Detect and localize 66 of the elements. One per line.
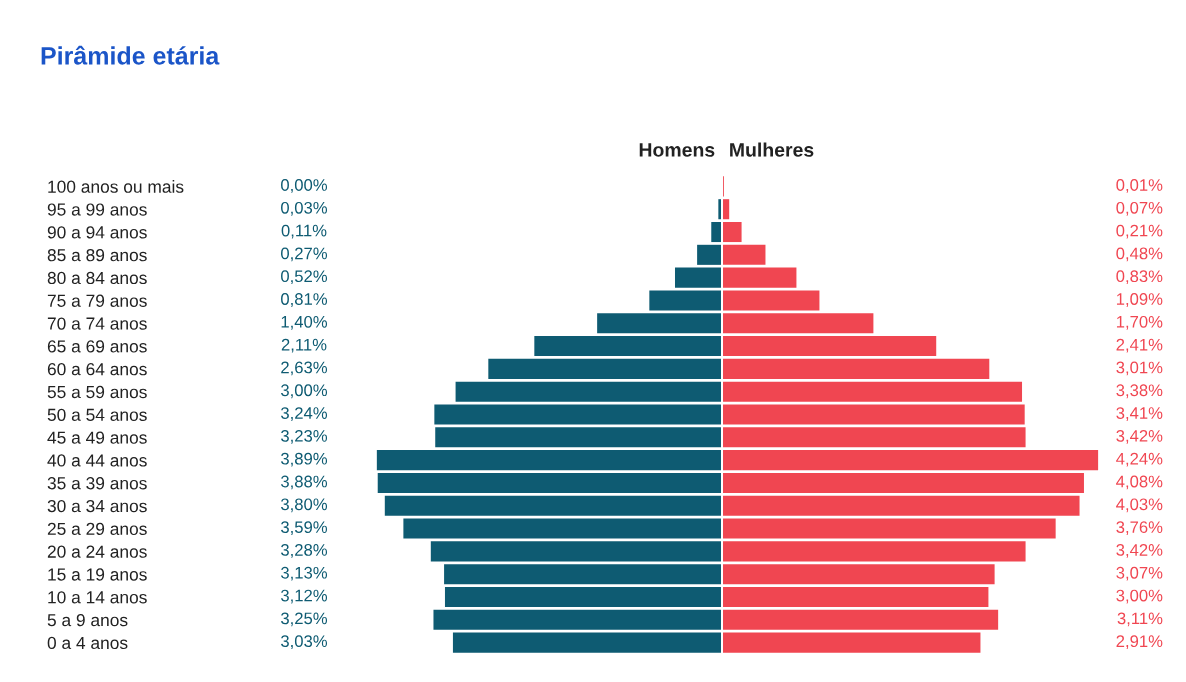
data-label: 3,42% (1116, 429, 1163, 444)
y-tick-label: 30 a 34 anos (47, 499, 147, 513)
data-label: 3,07% (1116, 566, 1163, 581)
y-tick-label: 40 a 44 anos (47, 454, 147, 467)
data-label: 0,07% (1116, 201, 1163, 216)
data-label: 0,81% (281, 293, 328, 307)
data-label: 3,03% (281, 635, 328, 650)
data-label: 1,09% (1116, 293, 1163, 307)
data-label: 2,11% (281, 338, 327, 353)
data-label: 3,11% (1117, 612, 1163, 627)
y-tick-label: 75 a 79 anos (47, 294, 147, 307)
y-tick-label: 10 a 14 anos (48, 591, 147, 604)
text: Homens (639, 143, 715, 157)
data-label: 0,11% (281, 224, 327, 239)
data-label: 4,24% (1116, 452, 1163, 467)
data-label: 0,48% (1116, 247, 1163, 262)
data-label: 3,76% (1116, 521, 1163, 535)
y-tick-label: 95 a 99 anos (47, 203, 147, 216)
data-label: 3,00% (281, 384, 328, 399)
series-label: Mulheres (730, 142, 814, 157)
data-label: 3,42% (1116, 544, 1163, 558)
y-tick-label: 50 a 54 anos (47, 408, 147, 421)
data-label: 2,63% (281, 361, 328, 376)
data-label: 3,12% (281, 589, 328, 604)
y-tick-label: 100 anos ou mais (48, 180, 184, 193)
data-label: 0,27% (281, 247, 328, 262)
data-label: 0,00% (281, 179, 328, 193)
data-label: 4,08% (1116, 475, 1163, 490)
y-tick-label: 80 a 84 anos (47, 271, 147, 285)
data-label: 0,01% (1116, 179, 1163, 193)
data-label: 3,13% (281, 566, 328, 581)
y-tick-label: 85 a 89 anos (47, 249, 147, 262)
data-label: 3,38% (1116, 384, 1163, 399)
data-label: 3,28% (281, 544, 328, 558)
data-label: 3,41% (1116, 407, 1163, 421)
data-label: 3,00% (1116, 589, 1163, 604)
data-label: 3,25% (281, 612, 328, 627)
data-label: 3,88% (281, 475, 328, 490)
data-label: 1,40% (281, 315, 328, 330)
data-label: 3,01% (1116, 361, 1163, 376)
data-label: 0,03% (281, 201, 328, 216)
data-label: 4,03% (1116, 498, 1163, 513)
data-label: 1,70% (1116, 315, 1163, 330)
data-label: 2,91% (1116, 635, 1163, 650)
y-tick-label: 5 a 9 anos (47, 613, 128, 627)
data-label: 0,21% (1116, 224, 1163, 239)
y-tick-label: 65 a 69 anos (47, 340, 147, 353)
y-tick-label: 90 a 94 anos (47, 226, 147, 239)
y-tick-label: 45 a 49 anos (47, 431, 147, 444)
data-label: 3,80% (281, 498, 328, 513)
y-tick-label: 70 a 74 anos (47, 317, 147, 330)
data-label: 3,24% (281, 407, 328, 421)
data-label: 0,83% (1116, 270, 1163, 285)
data-label: 3,23% (281, 429, 328, 444)
text: Pirâmide etária (41, 45, 220, 65)
data-label: 2,41% (1116, 338, 1163, 353)
data-label: 0,52% (281, 270, 328, 285)
data-label: 3,59% (281, 521, 328, 535)
y-tick-label: 55 a 59 anos (47, 385, 147, 399)
y-tick-label: 25 a 29 anos (47, 522, 147, 536)
y-tick-label: 60 a 64 anos (47, 363, 147, 376)
y-tick-label: 15 a 19 anos (48, 568, 147, 581)
y-tick-label: 20 a 24 anos (47, 545, 147, 558)
y-tick-label: 35 a 39 anos (47, 477, 147, 490)
data-label: 3,89% (281, 452, 328, 467)
y-tick-label: 0 a 4 anos (47, 636, 128, 650)
